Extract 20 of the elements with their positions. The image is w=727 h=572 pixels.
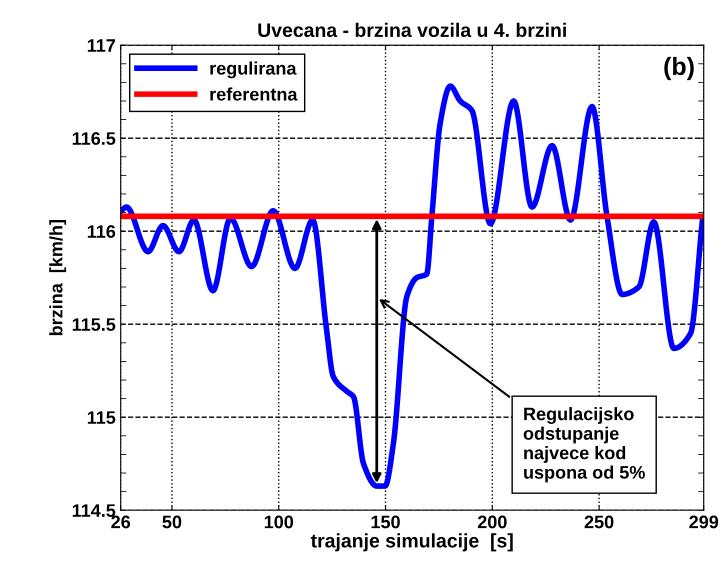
- x-tick-label: 250: [584, 516, 614, 528]
- x-tick-label: 26: [111, 516, 130, 528]
- x-tick-label: 100: [264, 516, 294, 528]
- x-tick-label: 299: [689, 516, 718, 528]
- annotation: Regulacijsko odstupanje najvece kod uspona od 5%: [524, 407, 645, 482]
- x-tick-label: 150: [372, 516, 400, 528]
- y-tick-label: 114.5: [72, 504, 116, 517]
- y-tick-label: 115.5: [72, 318, 116, 331]
- y-tick-label: 116.5: [72, 132, 116, 145]
- legend-label: regulirana: [210, 61, 297, 78]
- annotation: (b): [664, 56, 694, 80]
- y-tick-label: 116: [88, 225, 116, 238]
- legend-label: referentna: [210, 87, 298, 101]
- y-axis-title: brzina [km/h]: [49, 220, 66, 336]
- chart-title: Uvecana - brzina vozila u 4. brzini: [258, 22, 566, 38]
- y-tick-label: 117: [88, 39, 116, 52]
- x-tick-label: 50: [162, 516, 182, 528]
- x-axis-title: trajanje simulacije [s]: [310, 533, 513, 552]
- x-tick-label: 200: [478, 516, 507, 528]
- y-tick-label: 115: [88, 411, 116, 424]
